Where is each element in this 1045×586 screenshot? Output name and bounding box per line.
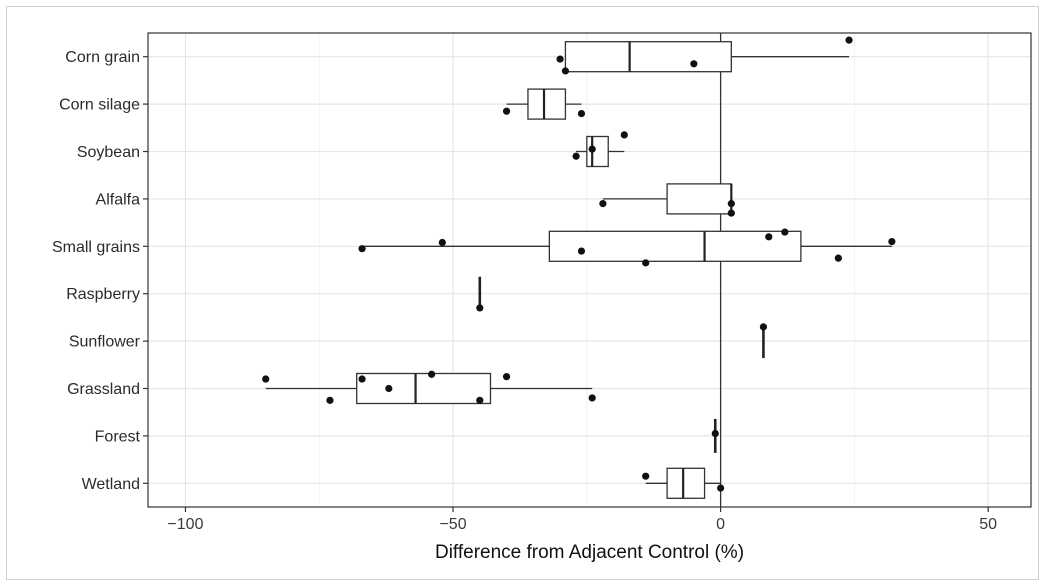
data-point: [599, 200, 607, 208]
box-iqr: [666, 467, 706, 499]
boxes-layer: [265, 41, 892, 499]
data-point: [556, 55, 564, 63]
data-point: [358, 245, 366, 253]
box-iqr: [527, 88, 567, 120]
category-label: Alfalfa: [96, 191, 141, 208]
category-label: Sunflower: [69, 334, 141, 351]
data-point: [577, 247, 586, 255]
x-tick-label: 50: [979, 516, 997, 533]
data-point: [717, 484, 725, 492]
data-point: [845, 36, 853, 44]
data-point: [502, 373, 511, 381]
data-point: [572, 152, 580, 160]
box-corn-silage: [506, 88, 582, 120]
data-point: [476, 304, 484, 312]
box-iqr: [548, 230, 802, 262]
category-label: Corn silage: [59, 97, 140, 114]
category-label: Grassland: [67, 381, 140, 398]
category-label: Corn grain: [65, 49, 140, 66]
data-point: [577, 109, 586, 118]
data-point: [759, 323, 768, 331]
grid: [148, 33, 1031, 507]
box-corn-grain: [564, 41, 850, 73]
data-point: [588, 145, 596, 153]
x-axis-ticks: −100 −50 0 50: [167, 507, 997, 533]
data-point: [262, 375, 270, 383]
data-point: [727, 209, 735, 217]
data-point: [502, 107, 511, 115]
box-small-grains: [362, 230, 892, 262]
box-soybean: [576, 135, 625, 168]
category-axis-labels: Corn grain Corn silage Soybean Alfalfa Small…: [52, 49, 148, 493]
data-point: [561, 67, 570, 75]
category-label: Wetland: [82, 476, 140, 493]
data-point: [765, 233, 773, 241]
box-iqr: [564, 41, 732, 73]
panel-border: [147, 32, 1032, 508]
data-point: [727, 200, 735, 208]
data-point: [711, 429, 719, 438]
boxplot-chart: Corn grain Corn silage Soybean Alfalfa Small…: [52, 32, 1032, 563]
category-label: Small grains: [52, 239, 140, 256]
category-label: Soybean: [77, 144, 140, 161]
data-point: [642, 472, 650, 480]
points-layer: [262, 36, 896, 492]
box-grassland: [265, 372, 593, 405]
data-point: [358, 375, 366, 383]
category-label: Forest: [95, 428, 141, 445]
x-tick-label: −50: [439, 516, 466, 533]
x-axis-title: Difference from Adjacent Control (%): [435, 542, 744, 563]
data-point: [476, 396, 484, 404]
chart-frame: Corn grain Corn silage Soybean Alfalfa Small…: [6, 6, 1039, 580]
box-alfalfa: [602, 183, 733, 215]
x-tick-label: 0: [716, 516, 725, 533]
data-point: [834, 254, 842, 262]
box-wetland: [645, 467, 721, 499]
data-point: [438, 238, 446, 247]
category-label: Raspberry: [66, 286, 140, 303]
data-point: [620, 131, 628, 139]
data-point: [690, 60, 698, 68]
data-point: [428, 370, 436, 378]
data-point: [642, 259, 650, 267]
data-point: [326, 396, 334, 404]
data-point: [385, 384, 393, 393]
data-point: [781, 228, 789, 236]
box-iqr: [666, 183, 732, 215]
x-tick-label: −100: [167, 516, 203, 533]
data-point: [588, 394, 596, 402]
box-iqr: [356, 372, 492, 405]
data-point: [888, 237, 896, 246]
